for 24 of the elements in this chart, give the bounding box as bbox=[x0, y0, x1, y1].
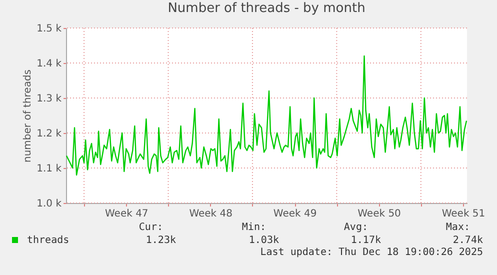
text: 1.17k bbox=[350, 235, 381, 246]
text: Max: bbox=[446, 222, 470, 233]
y-tick-label: 1.3 k bbox=[36, 94, 62, 104]
text: Last update: Thu Dec 18 19:00:26 2025 bbox=[260, 247, 483, 258]
y-tick-label: 1.1 k bbox=[36, 164, 62, 174]
y-axis-title: number of threads bbox=[22, 69, 34, 163]
y-tick-label: 1.4 k bbox=[36, 58, 62, 70]
y-tick-label: 1.0 k bbox=[36, 198, 62, 210]
text: 2.74k bbox=[452, 235, 483, 246]
text: Avg: bbox=[344, 222, 368, 233]
x-tick-label: Week 48 bbox=[189, 208, 233, 220]
text: Cur: bbox=[138, 222, 163, 233]
line-series bbox=[66, 55, 468, 176]
text: 1.23k bbox=[146, 235, 176, 246]
x-tick-label: Week 51 bbox=[442, 208, 486, 220]
legend-label: threads bbox=[27, 235, 70, 246]
text: Min: bbox=[242, 222, 266, 233]
x-tick-label: Week 47 bbox=[104, 208, 148, 220]
y-tick-label: 1.5 k bbox=[36, 24, 62, 34]
text: 1.03k bbox=[248, 235, 279, 246]
y-tick-label: 1.2 k bbox=[36, 128, 62, 140]
x-tick-label: Week 49 bbox=[273, 208, 317, 220]
x-tick-label: Week 50 bbox=[358, 208, 401, 220]
chart-title: Number of threads - by month bbox=[168, 1, 366, 16]
